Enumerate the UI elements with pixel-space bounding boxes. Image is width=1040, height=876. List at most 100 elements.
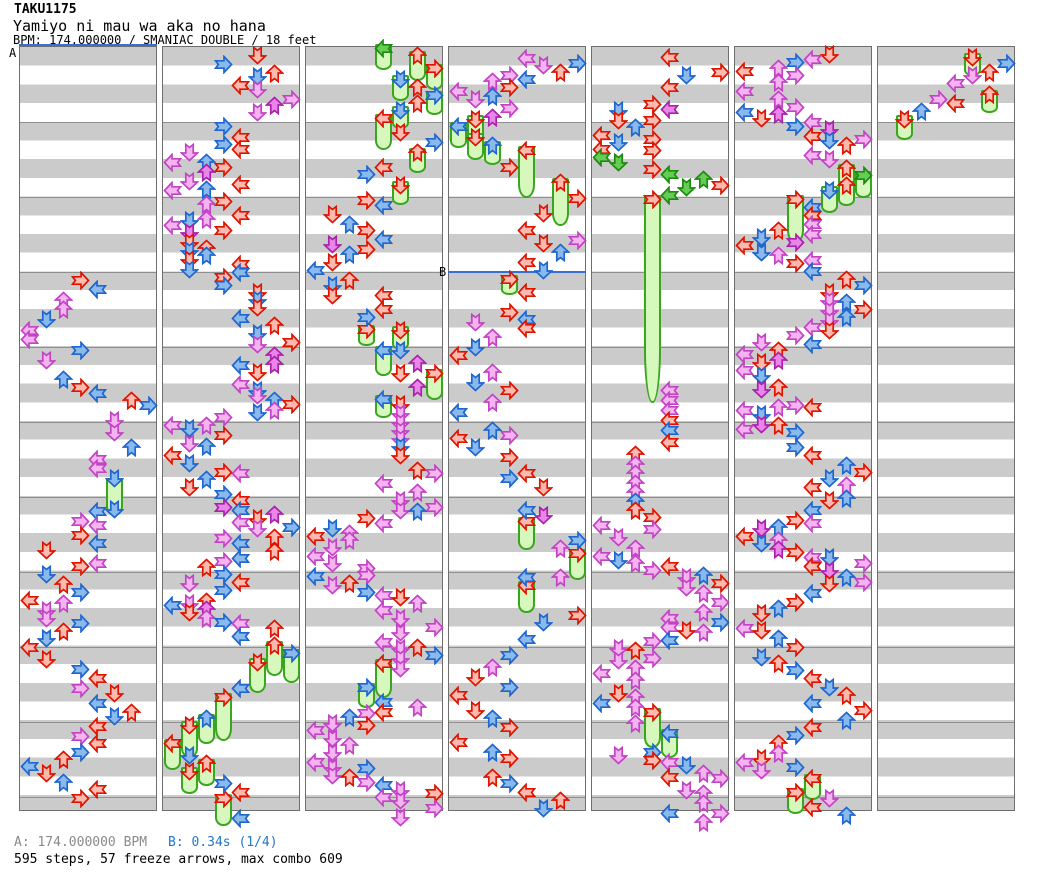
note-arrow-down — [466, 312, 485, 332]
measure-line — [306, 497, 442, 498]
note-arrow-right — [71, 556, 90, 576]
note-arrow-left — [660, 556, 679, 576]
note-arrow-left — [517, 220, 536, 240]
note-arrow-left — [660, 99, 679, 119]
chart-column-4 — [448, 46, 586, 811]
note-arrow-right — [214, 497, 233, 517]
note-arrow-left — [231, 374, 250, 394]
note-arrow-left — [374, 389, 393, 409]
measure-line — [20, 272, 156, 273]
note-arrow-down — [752, 242, 771, 262]
note-arrow-down — [180, 602, 199, 622]
note-arrow-right — [214, 157, 233, 177]
note-arrow-up — [769, 350, 788, 370]
note-arrow-up — [551, 538, 570, 558]
note-arrow-down — [534, 203, 553, 223]
note-arrow-left — [517, 69, 536, 89]
note-arrow-down — [248, 334, 267, 354]
note-arrow-right — [711, 573, 730, 593]
note-arrow-up — [197, 469, 216, 489]
measure-line — [878, 572, 1014, 573]
note-arrow-left — [231, 174, 250, 194]
note-arrow-up — [769, 245, 788, 265]
note-arrow-up — [197, 608, 216, 628]
note-arrow-right — [643, 702, 662, 722]
note-arrow-left — [374, 600, 393, 620]
note-arrow-left — [735, 400, 754, 420]
measure-line — [20, 572, 156, 573]
note-arrow-down — [534, 260, 553, 280]
note-arrow-up — [769, 539, 788, 559]
note-arrow-down — [391, 122, 410, 142]
note-arrow-right — [854, 572, 873, 592]
note-arrow-up — [626, 640, 645, 660]
note-arrow-up — [265, 354, 284, 374]
note-arrow-up — [197, 557, 216, 577]
note-arrow-left — [735, 752, 754, 772]
note-arrow-down — [180, 453, 199, 473]
measure-line — [735, 572, 871, 573]
note-arrow-down — [37, 540, 56, 560]
note-arrow-right — [929, 89, 948, 109]
note-arrow-right — [786, 116, 805, 136]
note-arrow-left — [449, 116, 468, 136]
measure-line — [20, 122, 156, 123]
note-arrow-down — [534, 798, 553, 818]
note-arrow-down — [323, 234, 342, 254]
note-arrow-up — [265, 315, 284, 335]
note-arrow-down — [752, 603, 771, 623]
note-arrow-right — [500, 77, 519, 97]
note-arrow-up — [408, 501, 427, 521]
note-arrow-down — [895, 109, 914, 129]
note-arrow-left — [88, 716, 107, 736]
note-arrow-up — [265, 541, 284, 561]
note-arrow-up — [769, 743, 788, 763]
note-arrow-right — [214, 528, 233, 548]
note-arrow-right — [500, 269, 519, 289]
note-arrow-up — [122, 437, 141, 457]
note-arrow-up — [408, 697, 427, 717]
footer-bpm-a: A: 174.000000 BPM — [14, 835, 148, 850]
note-arrow-up — [483, 86, 502, 106]
note-arrow-right — [711, 175, 730, 195]
note-arrow-down — [248, 518, 267, 538]
note-arrow-up — [769, 89, 788, 109]
measure-line — [306, 197, 442, 198]
note-arrow-up — [340, 767, 359, 787]
note-arrow-down — [466, 667, 485, 687]
note-arrow-down — [609, 683, 628, 703]
note-arrow-up — [769, 72, 788, 92]
note-arrow-right — [214, 580, 233, 600]
note-arrow-left — [374, 108, 393, 128]
note-arrow-right — [357, 220, 376, 240]
note-arrow-left — [231, 262, 250, 282]
note-arrow-down — [752, 332, 771, 352]
note-arrow-up — [626, 697, 645, 717]
footer-stop-b: B: 0.34s (1/4) — [168, 835, 278, 850]
note-arrow-up — [408, 637, 427, 657]
note-arrow-up — [54, 574, 73, 594]
measure-line — [306, 122, 442, 123]
note-arrow-left — [803, 334, 822, 354]
note-arrow-down — [180, 573, 199, 593]
note-arrow-right — [139, 395, 158, 415]
note-arrow-up — [551, 242, 570, 262]
measure-line — [878, 122, 1014, 123]
note-arrow-left — [660, 767, 679, 787]
note-arrow-up — [265, 635, 284, 655]
note-arrow-down — [323, 537, 342, 557]
note-arrow-down — [105, 706, 124, 726]
note-arrow-left — [735, 102, 754, 122]
note-arrow-up — [265, 95, 284, 115]
note-arrow-left — [517, 318, 536, 338]
note-arrow-up — [483, 362, 502, 382]
note-arrow-right — [854, 129, 873, 149]
note-arrow-up — [340, 573, 359, 593]
note-arrow-right — [500, 645, 519, 665]
measure-line — [306, 572, 442, 573]
measure-line — [163, 347, 299, 348]
note-arrow-right — [357, 508, 376, 528]
note-arrow-down — [466, 109, 485, 129]
note-arrow-down — [820, 788, 839, 808]
note-arrow-left — [88, 668, 107, 688]
